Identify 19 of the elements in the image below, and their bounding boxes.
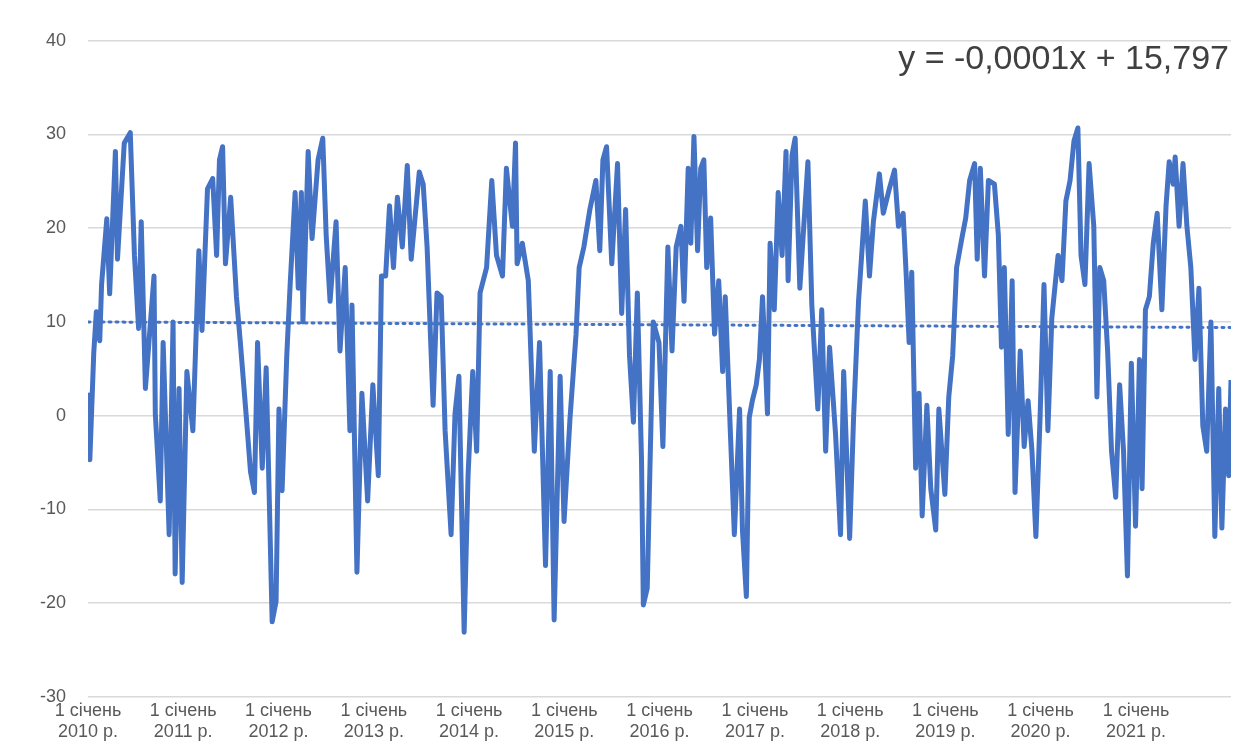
x-tick-label: 1 січень 2014 р. [435,699,503,742]
x-tick-label: 1 січень 2015 р. [530,699,598,742]
y-tick-label: 10 [45,310,67,331]
y-tick-label: 0 [56,404,67,425]
y-tick-label: 40 [45,29,67,50]
annotation: y = -0,0001x + 15,797 [898,38,1229,77]
x-tick-label: 1 січень 2011 р. [149,699,217,742]
y-tick-label: -20 [40,592,67,613]
x-tick-label: 1 січень 2017 р. [721,699,789,742]
x-tick-label: 1 січень 2021 р. [1102,699,1170,742]
x-tick-label: 1 січень 2016 р. [626,699,693,742]
x-tick-label: 1 січень 2019 р. [912,699,979,742]
y-tick-label: 20 [45,217,67,238]
x-tick-label: 1 січень 2012 р. [245,699,312,742]
x-tick-label: 1 січень 2020 р. [1007,699,1074,742]
y-tick-label: -10 [40,498,67,519]
x-tick-label: 1 січень 2013 р. [340,699,408,742]
y-tick-label: 30 [45,123,67,144]
x-tick-label: 1 січень 2018 р. [816,699,884,742]
